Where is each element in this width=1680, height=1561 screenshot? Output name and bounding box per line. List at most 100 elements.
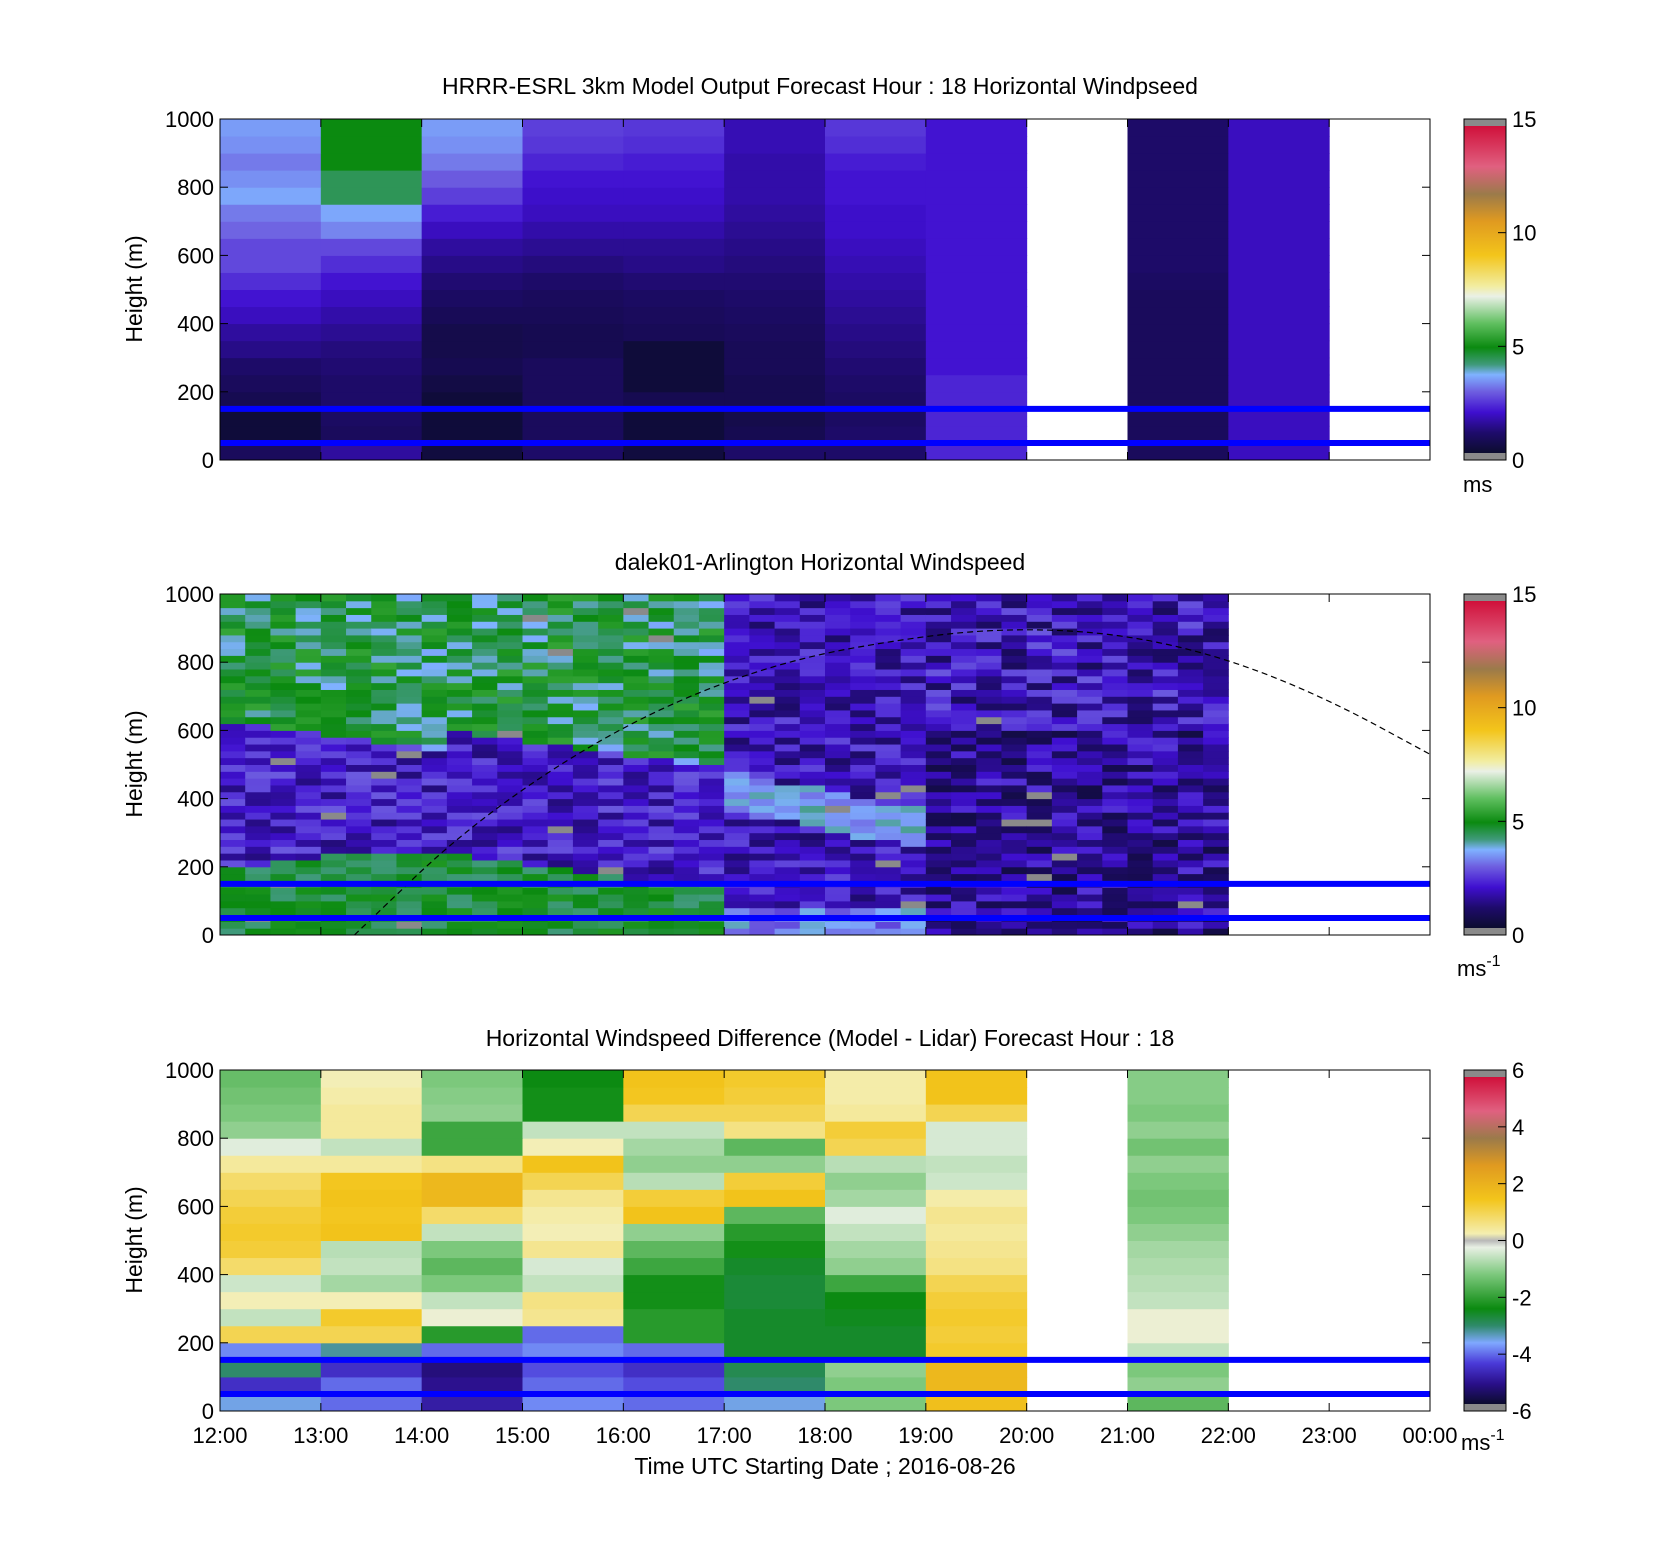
heatmap-cell bbox=[320, 1070, 423, 1088]
heatmap-cell bbox=[497, 825, 523, 834]
heatmap-cell bbox=[976, 859, 1002, 868]
heatmap-cell bbox=[371, 744, 397, 752]
heatmap-cell bbox=[623, 730, 650, 738]
heatmap-cell bbox=[825, 136, 927, 154]
heatmap-cell bbox=[522, 805, 549, 813]
heatmap-cell bbox=[1203, 696, 1229, 704]
y-tick-label: 600 bbox=[177, 718, 214, 743]
heatmap-cell bbox=[396, 716, 423, 725]
heatmap-cell bbox=[1102, 812, 1128, 820]
heatmap-cell bbox=[774, 764, 801, 772]
heatmap-cell bbox=[623, 1138, 725, 1156]
heatmap-cell bbox=[1203, 703, 1229, 711]
heatmap-cell bbox=[799, 819, 826, 827]
heatmap-cell bbox=[270, 900, 297, 909]
heatmap-cell bbox=[522, 873, 549, 881]
heatmap-cell bbox=[1127, 1257, 1229, 1276]
heatmap-cell bbox=[698, 634, 725, 643]
heatmap-cell bbox=[446, 764, 473, 772]
heatmap-cell bbox=[1077, 675, 1103, 684]
heatmap-cell bbox=[976, 757, 1002, 765]
heatmap-cell bbox=[598, 703, 624, 711]
heatmap-cell bbox=[951, 764, 977, 772]
x-tick-label: 21:00 bbox=[1100, 1423, 1155, 1448]
heatmap-cell bbox=[371, 825, 397, 834]
heatmap-cell bbox=[472, 675, 498, 684]
heatmap-cell bbox=[1051, 689, 1078, 697]
heatmap-cell bbox=[497, 689, 523, 697]
heatmap-cell bbox=[522, 689, 549, 697]
heatmap-cell bbox=[1077, 866, 1103, 875]
heatmap-cell bbox=[220, 374, 322, 393]
heatmap-cell bbox=[673, 655, 700, 663]
heatmap-cell bbox=[220, 866, 246, 875]
colorbar-tick-label: 6 bbox=[1512, 1058, 1524, 1083]
heatmap-cell bbox=[648, 655, 675, 663]
heatmap-cell bbox=[320, 757, 347, 765]
heatmap-cell bbox=[799, 634, 826, 643]
heatmap-cell bbox=[976, 594, 1002, 602]
heatmap-cell bbox=[446, 669, 473, 677]
heatmap-cell bbox=[396, 709, 423, 718]
heatmap-cell bbox=[825, 764, 851, 772]
heatmap-cell bbox=[522, 425, 624, 444]
heatmap-cell bbox=[1001, 894, 1028, 902]
heatmap-cell bbox=[421, 737, 448, 745]
heatmap-cell bbox=[850, 859, 876, 868]
heatmap-cell bbox=[850, 709, 876, 718]
heatmap-cell bbox=[472, 887, 498, 895]
heatmap-cell bbox=[598, 723, 624, 731]
heatmap-cell bbox=[295, 873, 322, 881]
heatmap-cell bbox=[1152, 832, 1179, 841]
heatmap-cell bbox=[1228, 323, 1330, 342]
heatmap-cell bbox=[648, 921, 675, 929]
heatmap-cell bbox=[346, 853, 372, 861]
x-tick-label: 19:00 bbox=[898, 1423, 953, 1448]
heatmap-cell bbox=[1102, 648, 1128, 656]
heatmap-cell bbox=[825, 1172, 927, 1190]
heatmap-cell bbox=[925, 1257, 1028, 1276]
heatmap-cell bbox=[875, 907, 902, 916]
heatmap-cell bbox=[648, 750, 675, 759]
heatmap-cell bbox=[698, 825, 725, 834]
heatmap-cell bbox=[1077, 921, 1103, 929]
heatmap-cell bbox=[295, 750, 322, 759]
heatmap-cell bbox=[623, 900, 650, 909]
heatmap-cell bbox=[799, 778, 826, 786]
heatmap-cell bbox=[245, 703, 271, 711]
heatmap-cell bbox=[623, 709, 650, 718]
heatmap-cell bbox=[900, 894, 927, 902]
heatmap-cell bbox=[1077, 696, 1103, 704]
heatmap-cell bbox=[623, 1291, 725, 1310]
heatmap-cell bbox=[245, 662, 271, 670]
heatmap-cell bbox=[673, 921, 700, 929]
heatmap-cell bbox=[774, 689, 801, 697]
heatmap-cell bbox=[220, 1359, 322, 1378]
heatmap-cell bbox=[698, 784, 725, 793]
heatmap-cell bbox=[346, 750, 372, 759]
heatmap-cell bbox=[220, 272, 322, 290]
heatmap-cell bbox=[522, 825, 549, 834]
heatmap-cell bbox=[799, 846, 826, 854]
heatmap-cell bbox=[572, 921, 599, 929]
heatmap-cell bbox=[220, 812, 246, 820]
heatmap-cell bbox=[1177, 825, 1204, 834]
heatmap-cell bbox=[396, 764, 423, 772]
heatmap-cell bbox=[371, 634, 397, 643]
heatmap-cell bbox=[572, 791, 599, 800]
heatmap-cell bbox=[1026, 866, 1053, 875]
heatmap-cell bbox=[799, 655, 826, 663]
heatmap-cell bbox=[270, 744, 297, 752]
heatmap-cell bbox=[245, 689, 271, 697]
heatmap-cell bbox=[724, 1206, 826, 1224]
heatmap-cell bbox=[598, 675, 624, 684]
heatmap-cell bbox=[547, 744, 574, 752]
heatmap-cell bbox=[1203, 682, 1229, 690]
heatmap-cell bbox=[1051, 716, 1078, 725]
heatmap-cell bbox=[346, 873, 372, 881]
heatmap-cell bbox=[875, 723, 902, 731]
heatmap-cell bbox=[951, 641, 977, 650]
heatmap-cell bbox=[346, 812, 372, 820]
heatmap-cell bbox=[320, 323, 423, 342]
heatmap-cell bbox=[825, 621, 851, 629]
